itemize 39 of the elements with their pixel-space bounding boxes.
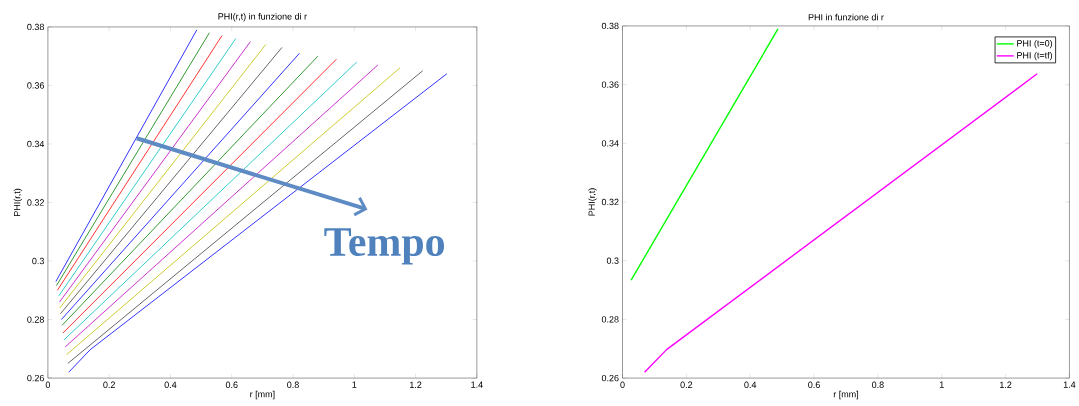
x-axis-title: r [mm]	[250, 390, 275, 400]
x-tick-label: 1.4	[1063, 381, 1076, 388]
y-tick-label: 0.26	[601, 374, 619, 382]
x-tick-label: 1.2	[410, 381, 422, 388]
x-tick-label: 0.8	[872, 381, 884, 388]
x-tick-label: 0.8	[287, 381, 299, 388]
x-tick-label: 1.2	[1000, 381, 1012, 388]
y-tick-label: 0.32	[601, 198, 619, 206]
x-tick-label: 0	[620, 381, 625, 388]
y-tick-label: 0.34	[27, 140, 45, 148]
legend-label: PHI (t=tf)	[1017, 51, 1053, 61]
y-tick-label: 0.26	[27, 374, 44, 382]
y-tick-label: 0.28	[27, 316, 44, 323]
y-tick-label: 0.34	[601, 140, 619, 147]
y-tick-label: 0.36	[601, 81, 619, 88]
x-tick-label: 1.4	[471, 381, 483, 388]
chart-title: PHI(r,t) in funzione di r	[218, 13, 307, 22]
y-axis-title: PHI(r,t)	[13, 188, 23, 216]
x-tick-label: 0.6	[808, 381, 820, 388]
x-tick-label: 0.4	[744, 381, 757, 388]
x-tick-label: 0.6	[225, 381, 238, 388]
y-tick-label: 0.36	[27, 82, 44, 89]
annotation: Tempo	[324, 228, 444, 265]
y-tick-label: 0.3	[32, 257, 44, 265]
x-tick-label: 0.2	[103, 381, 115, 388]
y-tick-label: 0.38	[601, 22, 619, 30]
legend-label: PHI (t=0)	[1017, 39, 1053, 49]
x-tick-label: 1	[352, 381, 357, 388]
y-axis-title: PHI(r,t)	[588, 188, 597, 216]
y-tick-label: 0.32	[27, 199, 44, 206]
x-tick-label: 0	[45, 381, 51, 388]
x-tick-label: 1	[939, 381, 944, 388]
y-tick-label: 0.38	[27, 23, 44, 31]
x-axis-title: r [mm]	[833, 390, 859, 400]
y-tick-label: 0.3	[606, 257, 619, 264]
chart-title: PHI in funzione di r	[808, 13, 884, 21]
y-tick-label: 0.28	[601, 316, 619, 323]
x-tick-label: 0.4	[164, 381, 177, 388]
x-tick-label: 0.2	[680, 381, 693, 388]
